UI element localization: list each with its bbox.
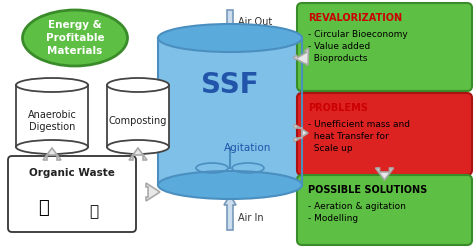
Text: Air Out: Air Out xyxy=(238,17,272,27)
Ellipse shape xyxy=(158,24,302,52)
FancyBboxPatch shape xyxy=(297,3,472,91)
Text: - Unefficient mass and
  heat Transfer for
  Scale up: - Unefficient mass and heat Transfer for… xyxy=(308,120,410,153)
Text: Agitation: Agitation xyxy=(224,143,272,153)
Text: POSSIBLE SOLUTIONS: POSSIBLE SOLUTIONS xyxy=(308,185,427,195)
Ellipse shape xyxy=(107,140,169,154)
Bar xyxy=(107,85,169,147)
Text: - Circular Bioeconomy
- Value added
  Bioproducts: - Circular Bioeconomy - Value added Biop… xyxy=(308,30,408,62)
Bar xyxy=(16,85,88,147)
Text: REVALORIZATION: REVALORIZATION xyxy=(308,13,402,23)
Text: 🍌: 🍌 xyxy=(90,205,99,220)
FancyBboxPatch shape xyxy=(297,175,472,245)
Ellipse shape xyxy=(16,140,88,154)
FancyBboxPatch shape xyxy=(297,93,472,175)
Text: Air In: Air In xyxy=(238,213,264,223)
Ellipse shape xyxy=(16,78,88,92)
Polygon shape xyxy=(129,148,147,160)
Text: Composting: Composting xyxy=(109,116,167,126)
FancyBboxPatch shape xyxy=(8,156,136,232)
Text: Organic Waste: Organic Waste xyxy=(29,168,115,178)
Text: 🐄: 🐄 xyxy=(38,199,49,217)
Polygon shape xyxy=(146,183,160,201)
Polygon shape xyxy=(294,124,308,142)
Text: PROBLEMS: PROBLEMS xyxy=(308,103,368,113)
Text: - Aeration & agitation
- Modelling: - Aeration & agitation - Modelling xyxy=(308,202,406,223)
Text: Anaerobic
Digestion: Anaerobic Digestion xyxy=(27,110,76,132)
Polygon shape xyxy=(43,148,61,160)
Ellipse shape xyxy=(22,10,128,66)
Polygon shape xyxy=(375,168,393,180)
Text: Energy &
Profitable
Materials: Energy & Profitable Materials xyxy=(46,20,104,56)
Bar xyxy=(158,38,302,185)
Ellipse shape xyxy=(158,171,302,199)
Polygon shape xyxy=(224,195,236,230)
Polygon shape xyxy=(293,48,309,65)
Text: SSF: SSF xyxy=(201,71,259,99)
Polygon shape xyxy=(224,10,236,35)
Ellipse shape xyxy=(107,78,169,92)
